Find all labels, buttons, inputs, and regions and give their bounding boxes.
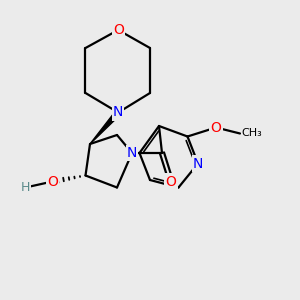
Text: N: N (127, 146, 137, 160)
Text: H: H (21, 181, 30, 194)
Text: O: O (113, 23, 124, 37)
Text: N: N (113, 106, 123, 119)
Polygon shape (90, 110, 120, 144)
Text: O: O (47, 175, 58, 188)
Text: CH₃: CH₃ (242, 128, 262, 139)
Text: N: N (193, 157, 203, 170)
Text: O: O (211, 121, 221, 134)
Text: O: O (166, 175, 176, 188)
